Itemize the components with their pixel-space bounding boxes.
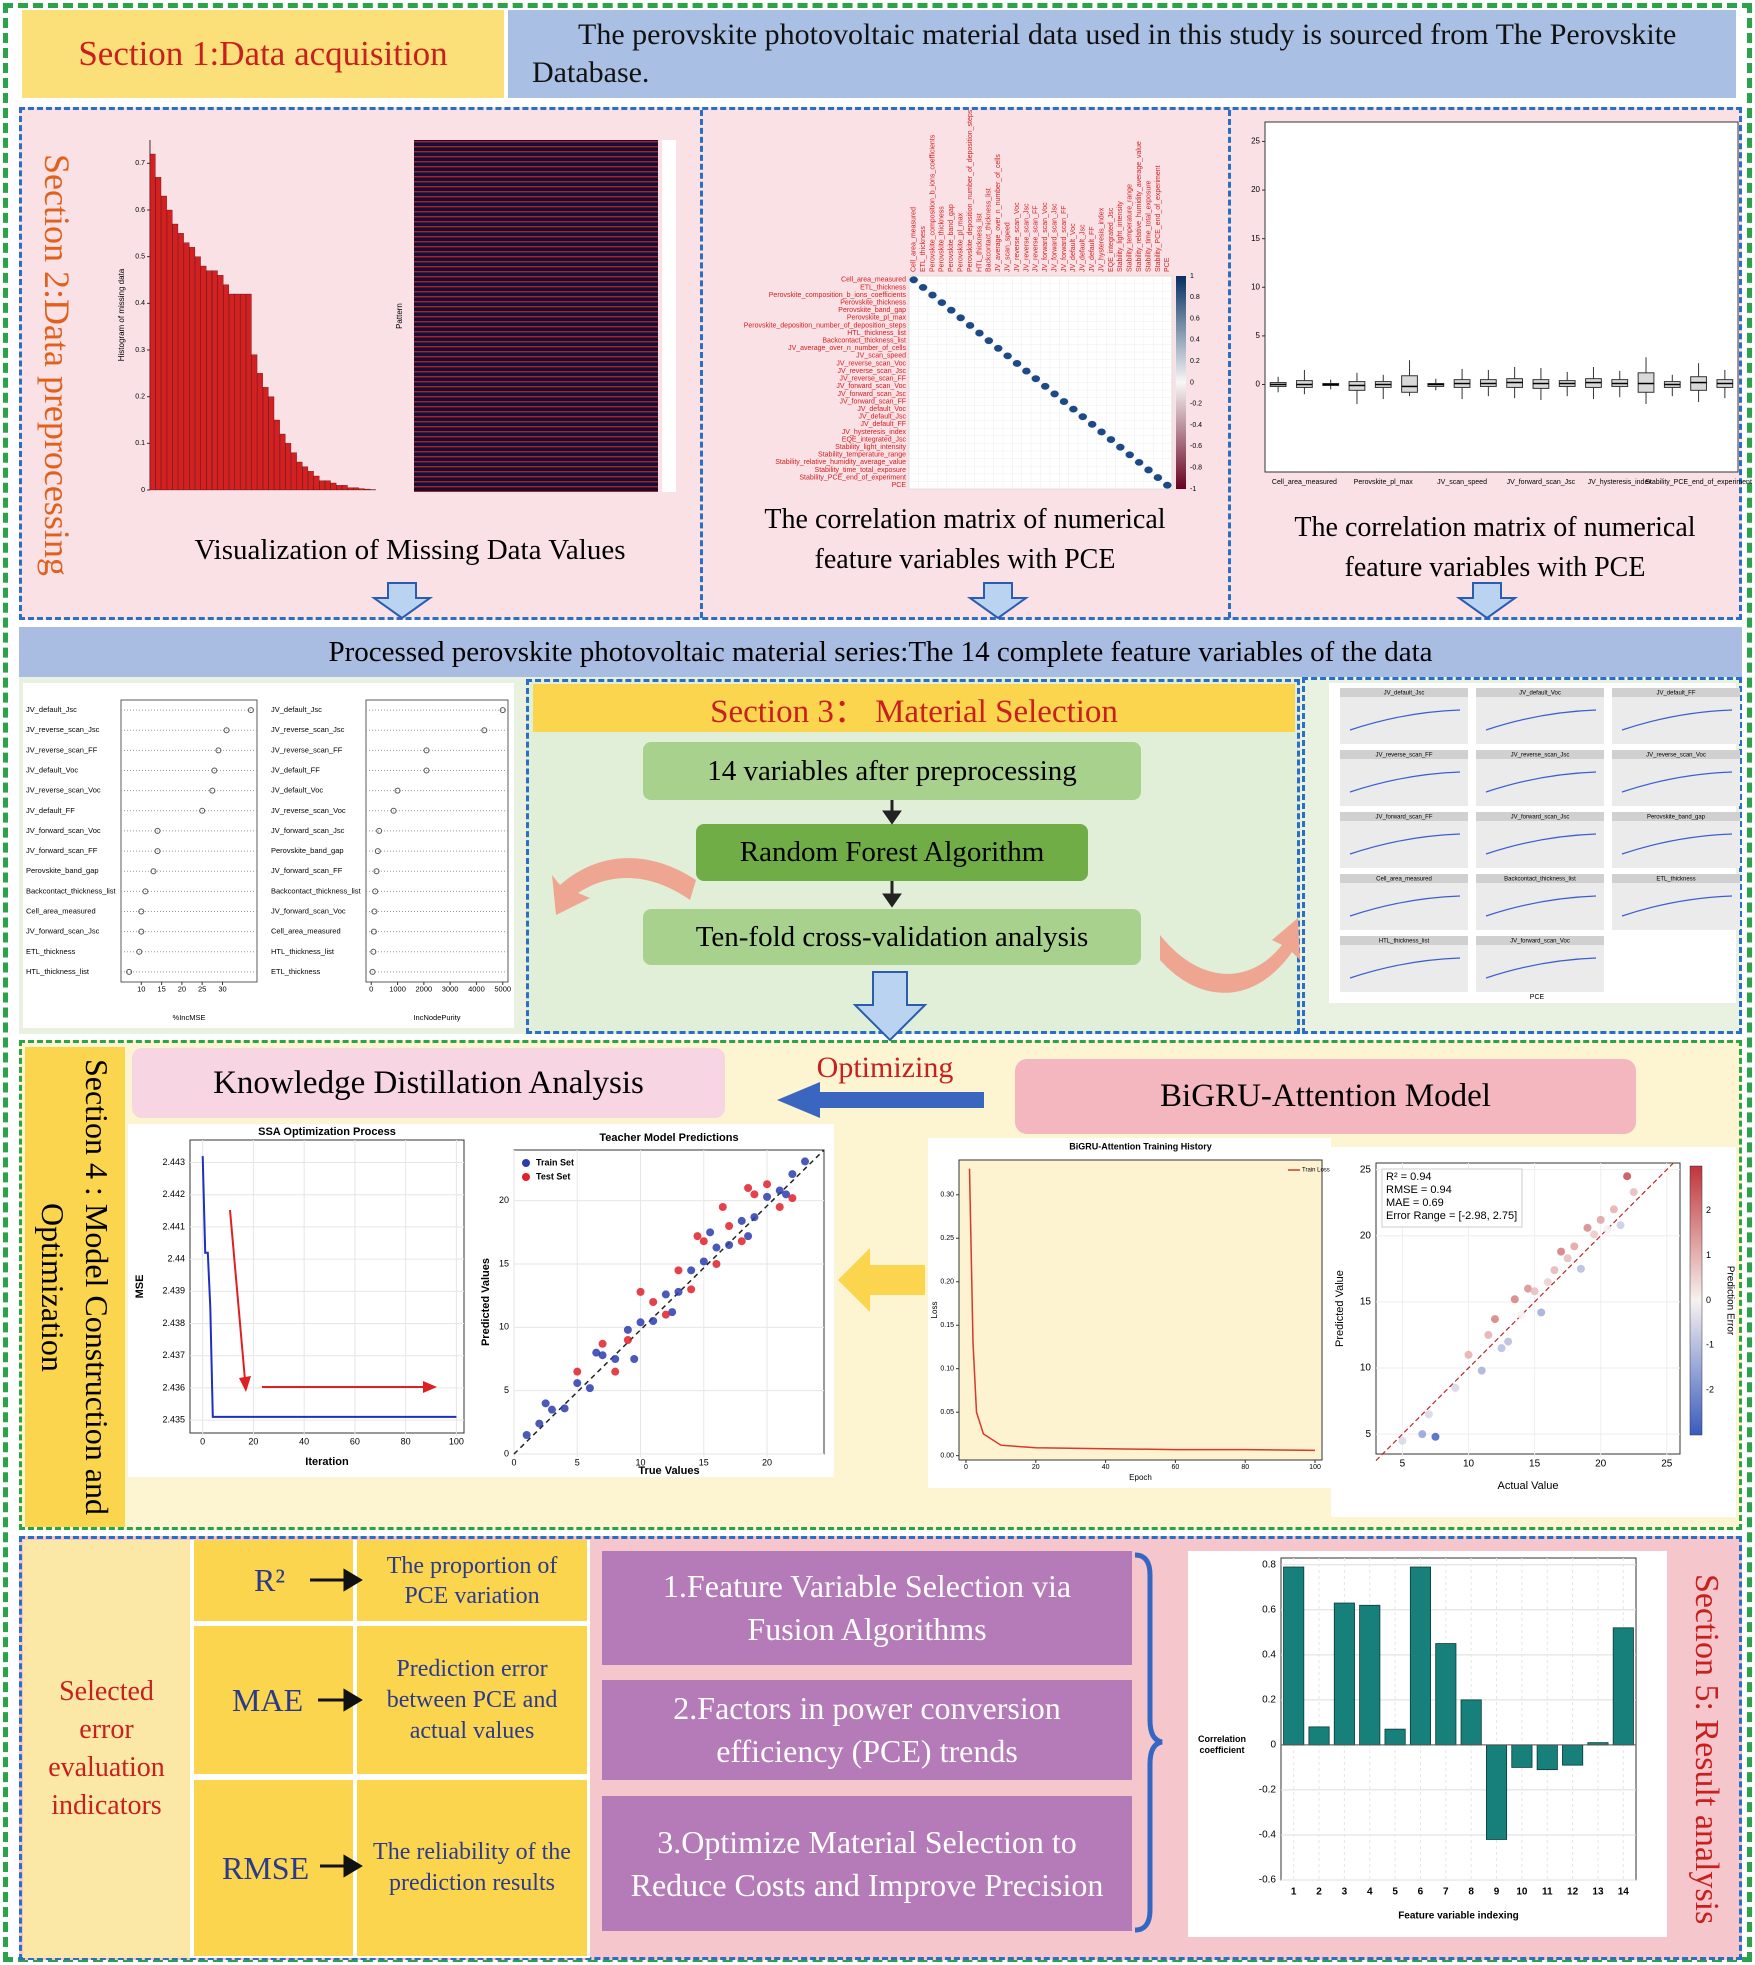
kd-box: Knowledge Distillation Analysis (132, 1048, 725, 1118)
caption: The correlation matrix of numerical feat… (764, 504, 1166, 575)
scatter-grid-panel (1329, 683, 1736, 1003)
step: 14 variables after preprocessing (643, 742, 1141, 800)
banner: Processed perovskite photovoltaic materi… (19, 627, 1742, 677)
finding: 2.Factors in power conversion efficiency… (602, 1680, 1132, 1780)
step: Ten-fold cross-validation analysis (643, 909, 1141, 965)
metric-name: R² (194, 1540, 353, 1621)
metric-description: The proportion of PCE variation (357, 1540, 587, 1621)
finding: 1.Feature Variable Selection via Fusion … (602, 1551, 1132, 1665)
divider (700, 110, 703, 618)
metric-description: Prediction error between PCE and actual … (357, 1626, 587, 1774)
model-box: BiGRU-Attention Model (1015, 1059, 1636, 1134)
metric-name: RMSE (194, 1780, 353, 1956)
section3-title: Section 3： Material Selection (533, 684, 1295, 732)
section2-label: Section 2:Data preprocessing (37, 153, 77, 576)
section1-label: Section 1:Data acquisition (22, 10, 504, 98)
importance-panel (23, 683, 514, 1028)
metric-description: The reliability of the prediction result… (357, 1780, 587, 1956)
metric-name: MAE (194, 1626, 353, 1774)
caption: The correlation matrix of numerical feat… (1294, 512, 1696, 583)
scatter-grid-frame (1302, 677, 1742, 1034)
arrow-text: Optimizing (816, 1051, 954, 1084)
finding: 3.Optimize Material Selection to Reduce … (602, 1796, 1132, 1931)
section5-label: Section 5: Result analysis (1688, 1573, 1725, 1925)
caption: Visualization of Missing Data Values (194, 533, 626, 566)
divider (1228, 110, 1231, 618)
section4-label: Section 4 : Model Construction and Optim… (25, 1047, 125, 1527)
step: Random Forest Algorithm (696, 824, 1088, 881)
indicators-label: Selected error evaluation indicators (23, 1540, 190, 1958)
section1-text: The perovskite photovoltaic material dat… (508, 10, 1736, 98)
